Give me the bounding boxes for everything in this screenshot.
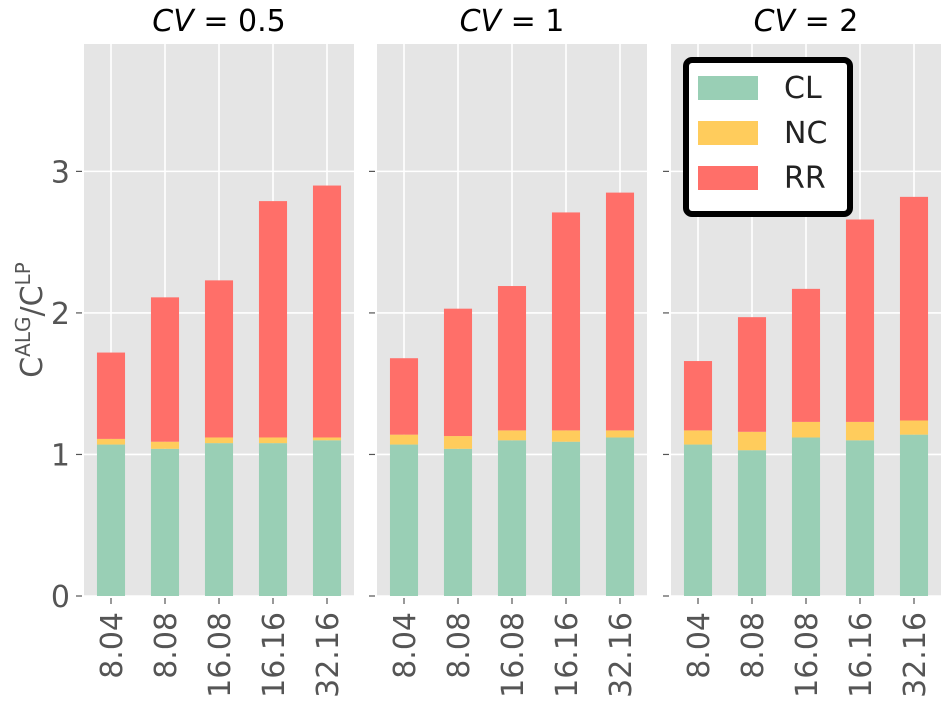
- x-tick-label: 8.04: [95, 612, 130, 679]
- x-tick-label: 16.08: [790, 612, 825, 698]
- x-tick-label: 16.16: [550, 612, 585, 698]
- panel-title-value: = 2: [795, 4, 858, 39]
- bar-rr-16_16: [845, 219, 875, 422]
- x-tick-label: 8.08: [149, 612, 184, 679]
- bar-rr-16_08: [791, 288, 821, 422]
- y-tick-label: 3: [51, 155, 70, 190]
- bar-cl-16_08: [497, 440, 527, 596]
- panel-title-variable: CV: [460, 4, 504, 39]
- bar-rr-8_04: [96, 352, 126, 439]
- bar-cl-16_16: [845, 440, 875, 596]
- bar-cl-8_04: [96, 444, 126, 596]
- y-axis-label-text: CALG/CLP: [11, 262, 50, 378]
- bar-cl-32_16: [605, 437, 635, 596]
- legend-label-cl: CL: [784, 71, 822, 106]
- panel-2: 8.04 8.08 16.08 16.16 32.16 CV = 1: [369, 4, 647, 698]
- x-tick-label: 16.16: [257, 612, 292, 698]
- bar-nc-16_08: [791, 421, 821, 438]
- ylabel-sup-1: ALG: [11, 316, 35, 356]
- bar-cl-16_16: [551, 441, 581, 596]
- bar-nc-16_16: [258, 437, 288, 444]
- bar-rr-8_08: [150, 297, 180, 442]
- bar-nc-16_16: [551, 430, 581, 442]
- panel-title: CV = 0.5: [152, 4, 285, 39]
- x-tick-label: 8.04: [388, 612, 423, 679]
- x-tick-label: 16.16: [844, 612, 879, 698]
- panel-title-value: = 1: [501, 4, 564, 39]
- legend-label-nc: NC: [784, 116, 827, 151]
- bar-nc-32_16: [312, 437, 342, 441]
- ylabel-sup-2: LP: [11, 262, 35, 285]
- panel-title: CV = 1: [460, 4, 565, 39]
- bar-cl-8_08: [150, 448, 180, 596]
- bar-nc-8_04: [683, 430, 713, 445]
- ylabel-base-1: C: [15, 357, 50, 378]
- panel-1: 0 1 2 3 8.04 8.08 16.08 16.16 32.16 CV = 0.5: [51, 4, 354, 698]
- bar-nc-8_08: [737, 431, 767, 451]
- bar-rr-32_16: [605, 192, 635, 431]
- bar-nc-8_04: [389, 434, 419, 445]
- bar-rr-8_04: [389, 358, 419, 435]
- bar-cl-8_08: [737, 450, 767, 596]
- y-tick-label: 2: [51, 297, 70, 332]
- x-tick-label: 16.08: [203, 612, 238, 698]
- bar-cl-8_04: [389, 444, 419, 596]
- legend: CL NC RR: [683, 57, 853, 217]
- x-tick-label: 32.16: [311, 612, 346, 698]
- y-tick-label: 0: [51, 580, 70, 615]
- bar-rr-8_08: [443, 308, 473, 437]
- x-tick-label: 16.08: [496, 612, 531, 698]
- bar-nc-16_08: [497, 430, 527, 441]
- legend-swatch-nc: [698, 121, 758, 145]
- bar-rr-16_16: [258, 201, 288, 438]
- panel-title: CV = 2: [754, 4, 859, 39]
- x-tick-label: 32.16: [604, 612, 639, 698]
- bar-rr-8_04: [683, 361, 713, 431]
- bar-nc-8_08: [150, 441, 180, 449]
- bar-rr-16_08: [497, 286, 527, 431]
- panel-title-variable: CV: [152, 4, 196, 39]
- bar-rr-16_08: [204, 280, 234, 438]
- bar-cl-8_08: [443, 448, 473, 596]
- panel-title-value: = 0.5: [194, 4, 286, 39]
- bar-rr-32_16: [899, 196, 929, 421]
- legend-swatch-cl: [698, 76, 758, 100]
- y-tick-label: 1: [51, 438, 70, 473]
- bar-nc-32_16: [605, 430, 635, 438]
- y-axis-label: CALG/CLP: [11, 262, 50, 378]
- legend-swatch-rr: [698, 166, 758, 190]
- x-tick-label: 32.16: [898, 612, 933, 698]
- bar-nc-8_08: [443, 436, 473, 449]
- bar-cl-16_16: [258, 443, 288, 596]
- bar-cl-16_08: [204, 443, 234, 596]
- bar-cl-32_16: [899, 434, 929, 596]
- x-tick-label: 8.08: [736, 612, 771, 679]
- bar-nc-8_04: [96, 438, 126, 445]
- bar-cl-8_04: [683, 444, 713, 596]
- bar-nc-32_16: [899, 420, 929, 435]
- bar-cl-16_08: [791, 437, 821, 596]
- bar-nc-16_08: [204, 437, 234, 444]
- bar-rr-8_08: [737, 317, 767, 432]
- ylabel-slash: /C: [15, 285, 50, 316]
- bar-rr-32_16: [312, 185, 342, 438]
- x-tick-label: 8.08: [442, 612, 477, 679]
- bar-rr-16_16: [551, 212, 581, 431]
- panel-title-variable: CV: [754, 4, 798, 39]
- legend-label-rr: RR: [784, 161, 826, 196]
- bar-cl-32_16: [312, 440, 342, 596]
- x-tick-label: 8.04: [682, 612, 717, 679]
- bar-nc-16_16: [845, 421, 875, 441]
